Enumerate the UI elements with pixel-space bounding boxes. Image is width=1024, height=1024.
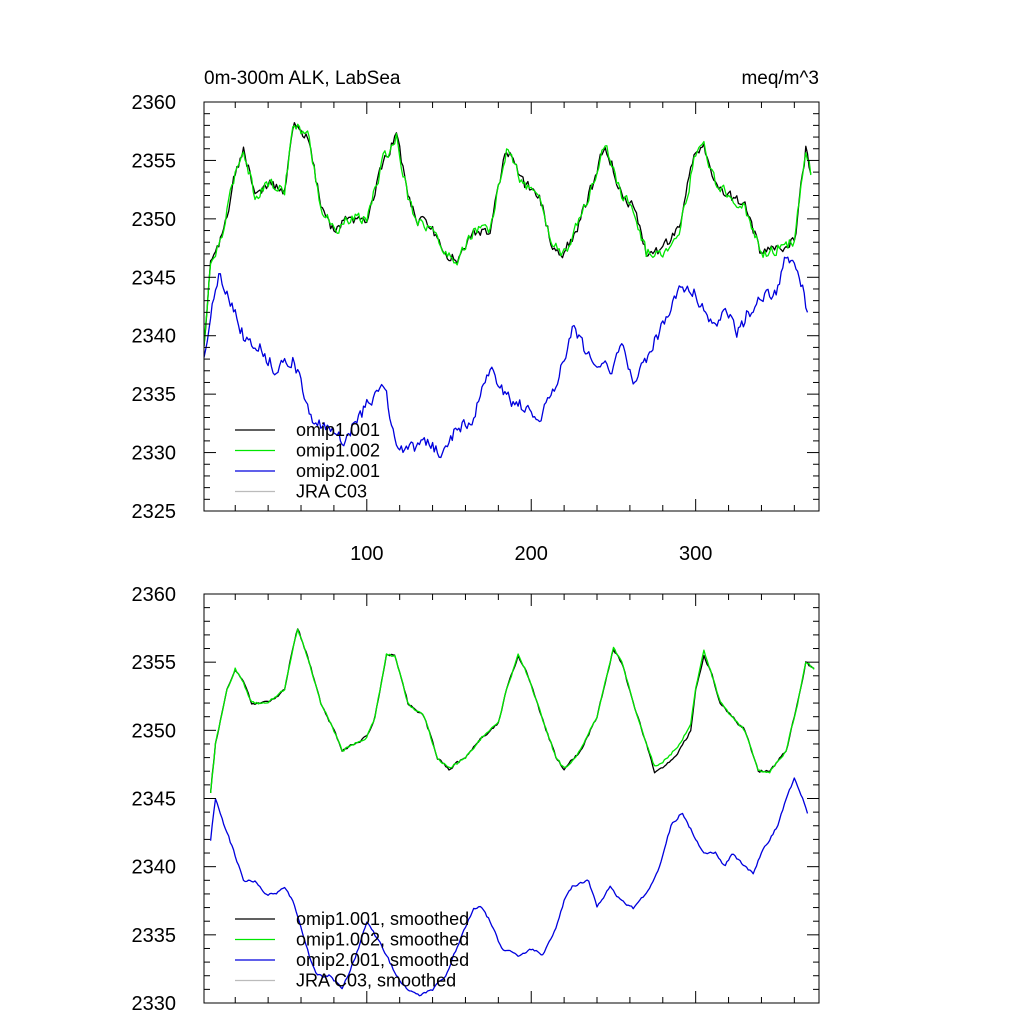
series-lines (204, 122, 812, 459)
bottom-panel: 2330 2335 2340 2345 2350 2355 2360 omip1.001, … (132, 584, 820, 1015)
y-tick-label: 2340 (132, 857, 177, 879)
y-tick-label: 2330 (132, 993, 177, 1015)
y-tick-label: 2345 (132, 789, 177, 811)
y-tick-label: 2355 (132, 652, 177, 674)
y-tick-label: 2355 (132, 150, 177, 172)
legend-label: omip1.002, smoothed (296, 930, 469, 950)
y-tick-label: 2350 (132, 209, 177, 231)
series-line-omip2_001 (209, 777, 809, 997)
top-plot-area: 2325 2330 2335 2340 2345 2350 2355 2360 100 200 30… (132, 92, 820, 565)
series-line-omip1_001 (204, 122, 812, 347)
legend-label: omip1.001, smoothed (296, 909, 469, 929)
legend-entry: JRA C03 (235, 482, 367, 502)
series-line-omip1_002 (204, 123, 812, 347)
top-panel: 0m-300m ALK, LabSea meq/m^3 2325 2330 2335… (132, 68, 820, 565)
x-tick-label: 300 (679, 543, 712, 565)
legend-entry: omip2.001 (235, 461, 380, 481)
y-tick-label: 2350 (132, 720, 177, 742)
legend-label: omip2.001 (296, 461, 380, 481)
legend-label: omip1.001 (296, 420, 380, 440)
series-lines (209, 628, 815, 997)
y-tick-label: 2330 (132, 443, 177, 465)
legend-label: JRA C03 (296, 482, 367, 502)
series-line-omip2_001 (204, 256, 809, 459)
legend-entry: omip1.001, smoothed (235, 909, 469, 929)
legend-label: JRA C03, smoothed (296, 971, 456, 991)
y-tick-label: 2340 (132, 326, 177, 348)
legend-entry: JRA C03, smoothed (235, 971, 456, 991)
legend-label: omip2.001, smoothed (296, 950, 469, 970)
legend-entry: omip1.001 (235, 420, 380, 440)
y-tick-label: 2335 (132, 925, 177, 947)
y-tick-label: 2345 (132, 267, 177, 289)
y-tick-label: 2360 (132, 584, 177, 606)
x-tick-label: 200 (515, 543, 548, 565)
x-tick-label: 100 (350, 543, 383, 565)
legend-label: omip1.002 (296, 441, 380, 461)
legend-entry: omip1.002 (235, 441, 380, 461)
axes-frame (203, 101, 820, 512)
y-tick-label: 2325 (132, 501, 177, 523)
y-tick-label: 2335 (132, 384, 177, 406)
bottom-plot-area: 2330 2335 2340 2345 2350 2355 2360 (132, 584, 820, 1015)
top-chart-title: 0m-300m ALK, LabSea (204, 68, 401, 89)
y-tick-label: 2360 (132, 92, 177, 114)
legend-entry: omip2.001, smoothed (235, 950, 469, 970)
series-line-omip1_002 (209, 628, 815, 794)
legend-entry: omip1.002, smoothed (235, 930, 469, 950)
top-chart-units: meq/m^3 (741, 68, 819, 89)
